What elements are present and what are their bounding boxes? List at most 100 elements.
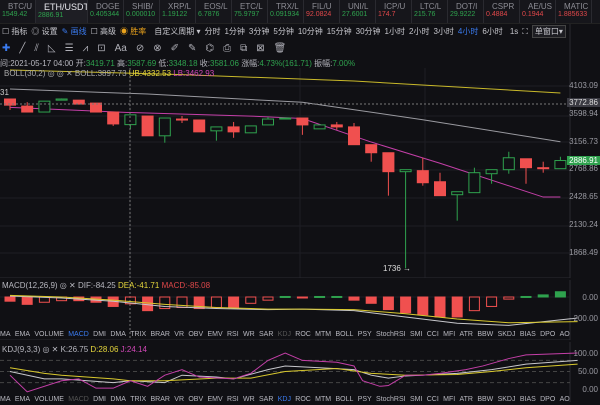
indicator-tab-obv[interactable]: OBV [188,396,204,403]
ticker-4[interactable]: XRP/L 1.19122 [160,0,196,23]
macd-chart[interactable] [0,280,600,340]
indicator-tab-ao[interactable]: AO [559,331,570,338]
indicator-tab-bias[interactable]: BIAS [519,396,536,403]
indicator-tab-psy[interactable]: PSY [357,331,372,338]
period-tab-7[interactable]: 1小时 [384,27,405,36]
draw-tool-icon-5[interactable]: ⩘ [82,43,89,54]
draw-tool-icon-9[interactable]: ⊗ [153,43,162,54]
indicator-tab-skdj[interactable]: SKDJ [497,331,516,338]
indicators-button[interactable]: ☐ 指标 [2,27,28,36]
indicator-tab-ema[interactable]: EMA [14,331,30,338]
draw-tool-icon-8[interactable]: ⊘ [135,43,145,54]
indicator-tab-stochrsi[interactable]: StochRSI [376,396,406,403]
advanced-button[interactable]: ☐ 高级 [90,27,116,36]
ticker-15[interactable]: MATIC 1.885633 [556,0,592,23]
ticker-6[interactable]: ETC/L 75.9797 [232,0,268,23]
indicator-tab-vr[interactable]: VR [174,396,185,403]
kdj-chart[interactable] [0,342,600,402]
period-tab-0[interactable]: 分时 [204,27,221,36]
draw-tool-icon-2[interactable]: ⫽ [34,43,39,54]
indicator-tab-smi[interactable]: SMI [409,331,423,338]
ticker-9[interactable]: UNI/L 27.6001 [340,0,376,23]
period-tab-9[interactable]: 3小时 [433,27,454,36]
indicator-tab-ema[interactable]: EMA [14,396,30,403]
indicator-tab-ma[interactable]: MA [0,331,11,338]
indicator-tab-roc[interactable]: ROC [295,331,311,338]
indicator-tab-trix[interactable]: TRIX [130,396,147,403]
indicator-tab-kdj[interactable]: KDJ [277,331,291,338]
draw-tool-icon-3[interactable]: ◺ [47,43,56,54]
indicator-tab-trix[interactable]: TRIX [130,331,147,338]
period-tab-11[interactable]: 6小时 [482,27,503,36]
period-tab-1[interactable]: 1分钟 [224,27,245,36]
custom-period-dropdown[interactable]: 自定义周期 ▾ [154,27,201,36]
indicator-tab-kdj[interactable]: KDJ [277,396,291,403]
draw-tool-icon-7[interactable]: Aa [114,43,127,54]
indicator-tab-mtm[interactable]: MTM [315,331,332,338]
ticker-1[interactable]: ETH/USDT 2886.91 [36,0,88,23]
indicator-tab-dmi[interactable]: DMI [93,331,107,338]
indicator-tab-boll[interactable]: BOLL [335,396,354,403]
winrate-button[interactable]: ◉ 胜率 [119,27,147,36]
price-chart[interactable] [0,0,600,278]
indicator-tab-mfi[interactable]: MFI [443,331,456,338]
indicator-tab-vr[interactable]: VR [174,331,185,338]
indicator-tab-bbw[interactable]: BBW [477,396,494,403]
draw-tool-icon-15[interactable]: ⊠ [256,43,265,54]
ticker-13[interactable]: CSPR 0.4884 [484,0,520,23]
indicator-tab-mtm[interactable]: MTM [315,396,332,403]
fullscreen-icon[interactable]: ⛶ [522,26,528,36]
draw-tool-icon-13[interactable]: ⎙ [223,43,232,54]
indicator-tab-dpo[interactable]: DPO [540,396,556,403]
period-tab-10[interactable]: 4小时 [457,27,479,36]
indicator-tab-rsi[interactable]: RSI [226,331,239,338]
indicator-tab-atr[interactable]: ATR [459,331,473,338]
indicator-tab-sar[interactable]: SAR [258,331,274,338]
draw-tool-icon-0[interactable]: ✚ [2,43,11,54]
period-tab-4[interactable]: 10分钟 [297,27,323,36]
ticker-14[interactable]: AE/US 0.1944 [520,0,556,23]
period-tab-3[interactable]: 5分钟 [273,27,294,36]
draw-tool-icon-12[interactable]: ⌬ [205,43,215,54]
ticker-0[interactable]: BTC/U 1549.42 [0,0,36,23]
draw-tool-icon-10[interactable]: ✐ [170,43,179,54]
indicator-tab-ma[interactable]: MA [0,396,11,403]
indicator-tab-macd[interactable]: MACD [68,396,89,403]
indicator-tab-bbw[interactable]: BBW [477,331,494,338]
ticker-12[interactable]: DOT/I 29.9222 [448,0,484,23]
draw-tool-icon-11[interactable]: ✎ [188,43,197,54]
indicator-tab-wr[interactable]: WR [242,331,255,338]
indicator-tab-cci[interactable]: CCI [426,331,439,338]
interval-1s[interactable]: 1s [509,27,519,36]
indicator-tab-stochrsi[interactable]: StochRSI [376,331,406,338]
indicator-tab-mfi[interactable]: MFI [443,396,456,403]
indicator-tab-dpo[interactable]: DPO [540,331,556,338]
ticker-8[interactable]: FIL/U 92.0824 [304,0,340,23]
indicator-tab-atr[interactable]: ATR [459,396,473,403]
indicator-tab-rsi[interactable]: RSI [226,396,239,403]
indicator-tab-dmi[interactable]: DMI [93,396,107,403]
indicator-tab-ao[interactable]: AO [559,396,570,403]
indicator-tab-dma[interactable]: DMA [110,331,126,338]
indicator-tab-smi[interactable]: SMI [409,396,423,403]
draw-tool-icon-1[interactable]: ╱ [19,43,26,54]
indicator-tab-brar[interactable]: BRAR [150,331,170,338]
ticker-10[interactable]: ICP/U 174.7 [376,0,412,23]
draw-tool-icon-14[interactable]: ⧉ [240,43,248,54]
indicator-tab-volume[interactable]: VOLUME [34,331,64,338]
indicator-tab-obv[interactable]: OBV [188,331,204,338]
period-tab-5[interactable]: 15分钟 [326,27,352,36]
ticker-2[interactable]: DOGE 0.405344 [88,0,124,23]
settings-button[interactable]: ◎ 设置 [31,27,58,36]
ticker-3[interactable]: SHIB/0.000010 [124,0,160,23]
draw-tool-icon-4[interactable]: ☰ [64,43,74,54]
draw-button[interactable]: ✎ 画线 [61,27,87,36]
indicator-tab-boll[interactable]: BOLL [335,331,354,338]
indicator-tab-roc[interactable]: ROC [295,396,311,403]
draw-tool-icon-6[interactable]: ⊡ [97,43,106,54]
indicator-tab-volume[interactable]: VOLUME [34,396,64,403]
indicator-tab-cci[interactable]: CCI [426,396,439,403]
indicator-tab-bias[interactable]: BIAS [519,331,536,338]
indicator-tab-macd[interactable]: MACD [68,331,89,338]
ticker-5[interactable]: EOS/L 6.7876 [196,0,232,23]
